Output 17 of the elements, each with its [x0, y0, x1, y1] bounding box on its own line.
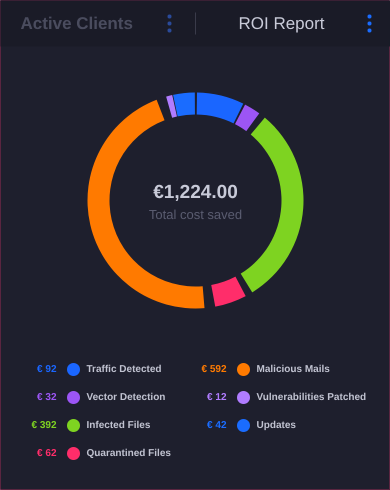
data-label: € 32 [37, 392, 57, 403]
data-label: € 92 [37, 364, 57, 375]
legend-label: Infected Files [86, 420, 151, 431]
legend-label: Vector Detection [86, 392, 166, 403]
legend-label: Vulnerabilities Patched [256, 392, 366, 403]
data-label: € 392 [31, 420, 57, 431]
text: €1,224.00 [153, 182, 238, 203]
data-label: € 592 [201, 364, 227, 375]
data-label: € 62 [37, 448, 57, 459]
chart-title: ROI Report [238, 14, 325, 33]
legend-label: Traffic Detected [86, 364, 162, 375]
legend-label: Updates [256, 420, 296, 431]
legend-label: Quarantined Files [86, 448, 172, 459]
text: Total cost saved [148, 207, 242, 222]
data-label: € 42 [207, 420, 227, 431]
legend-label: Malicious Mails [256, 364, 330, 375]
data-label: € 12 [207, 392, 227, 403]
